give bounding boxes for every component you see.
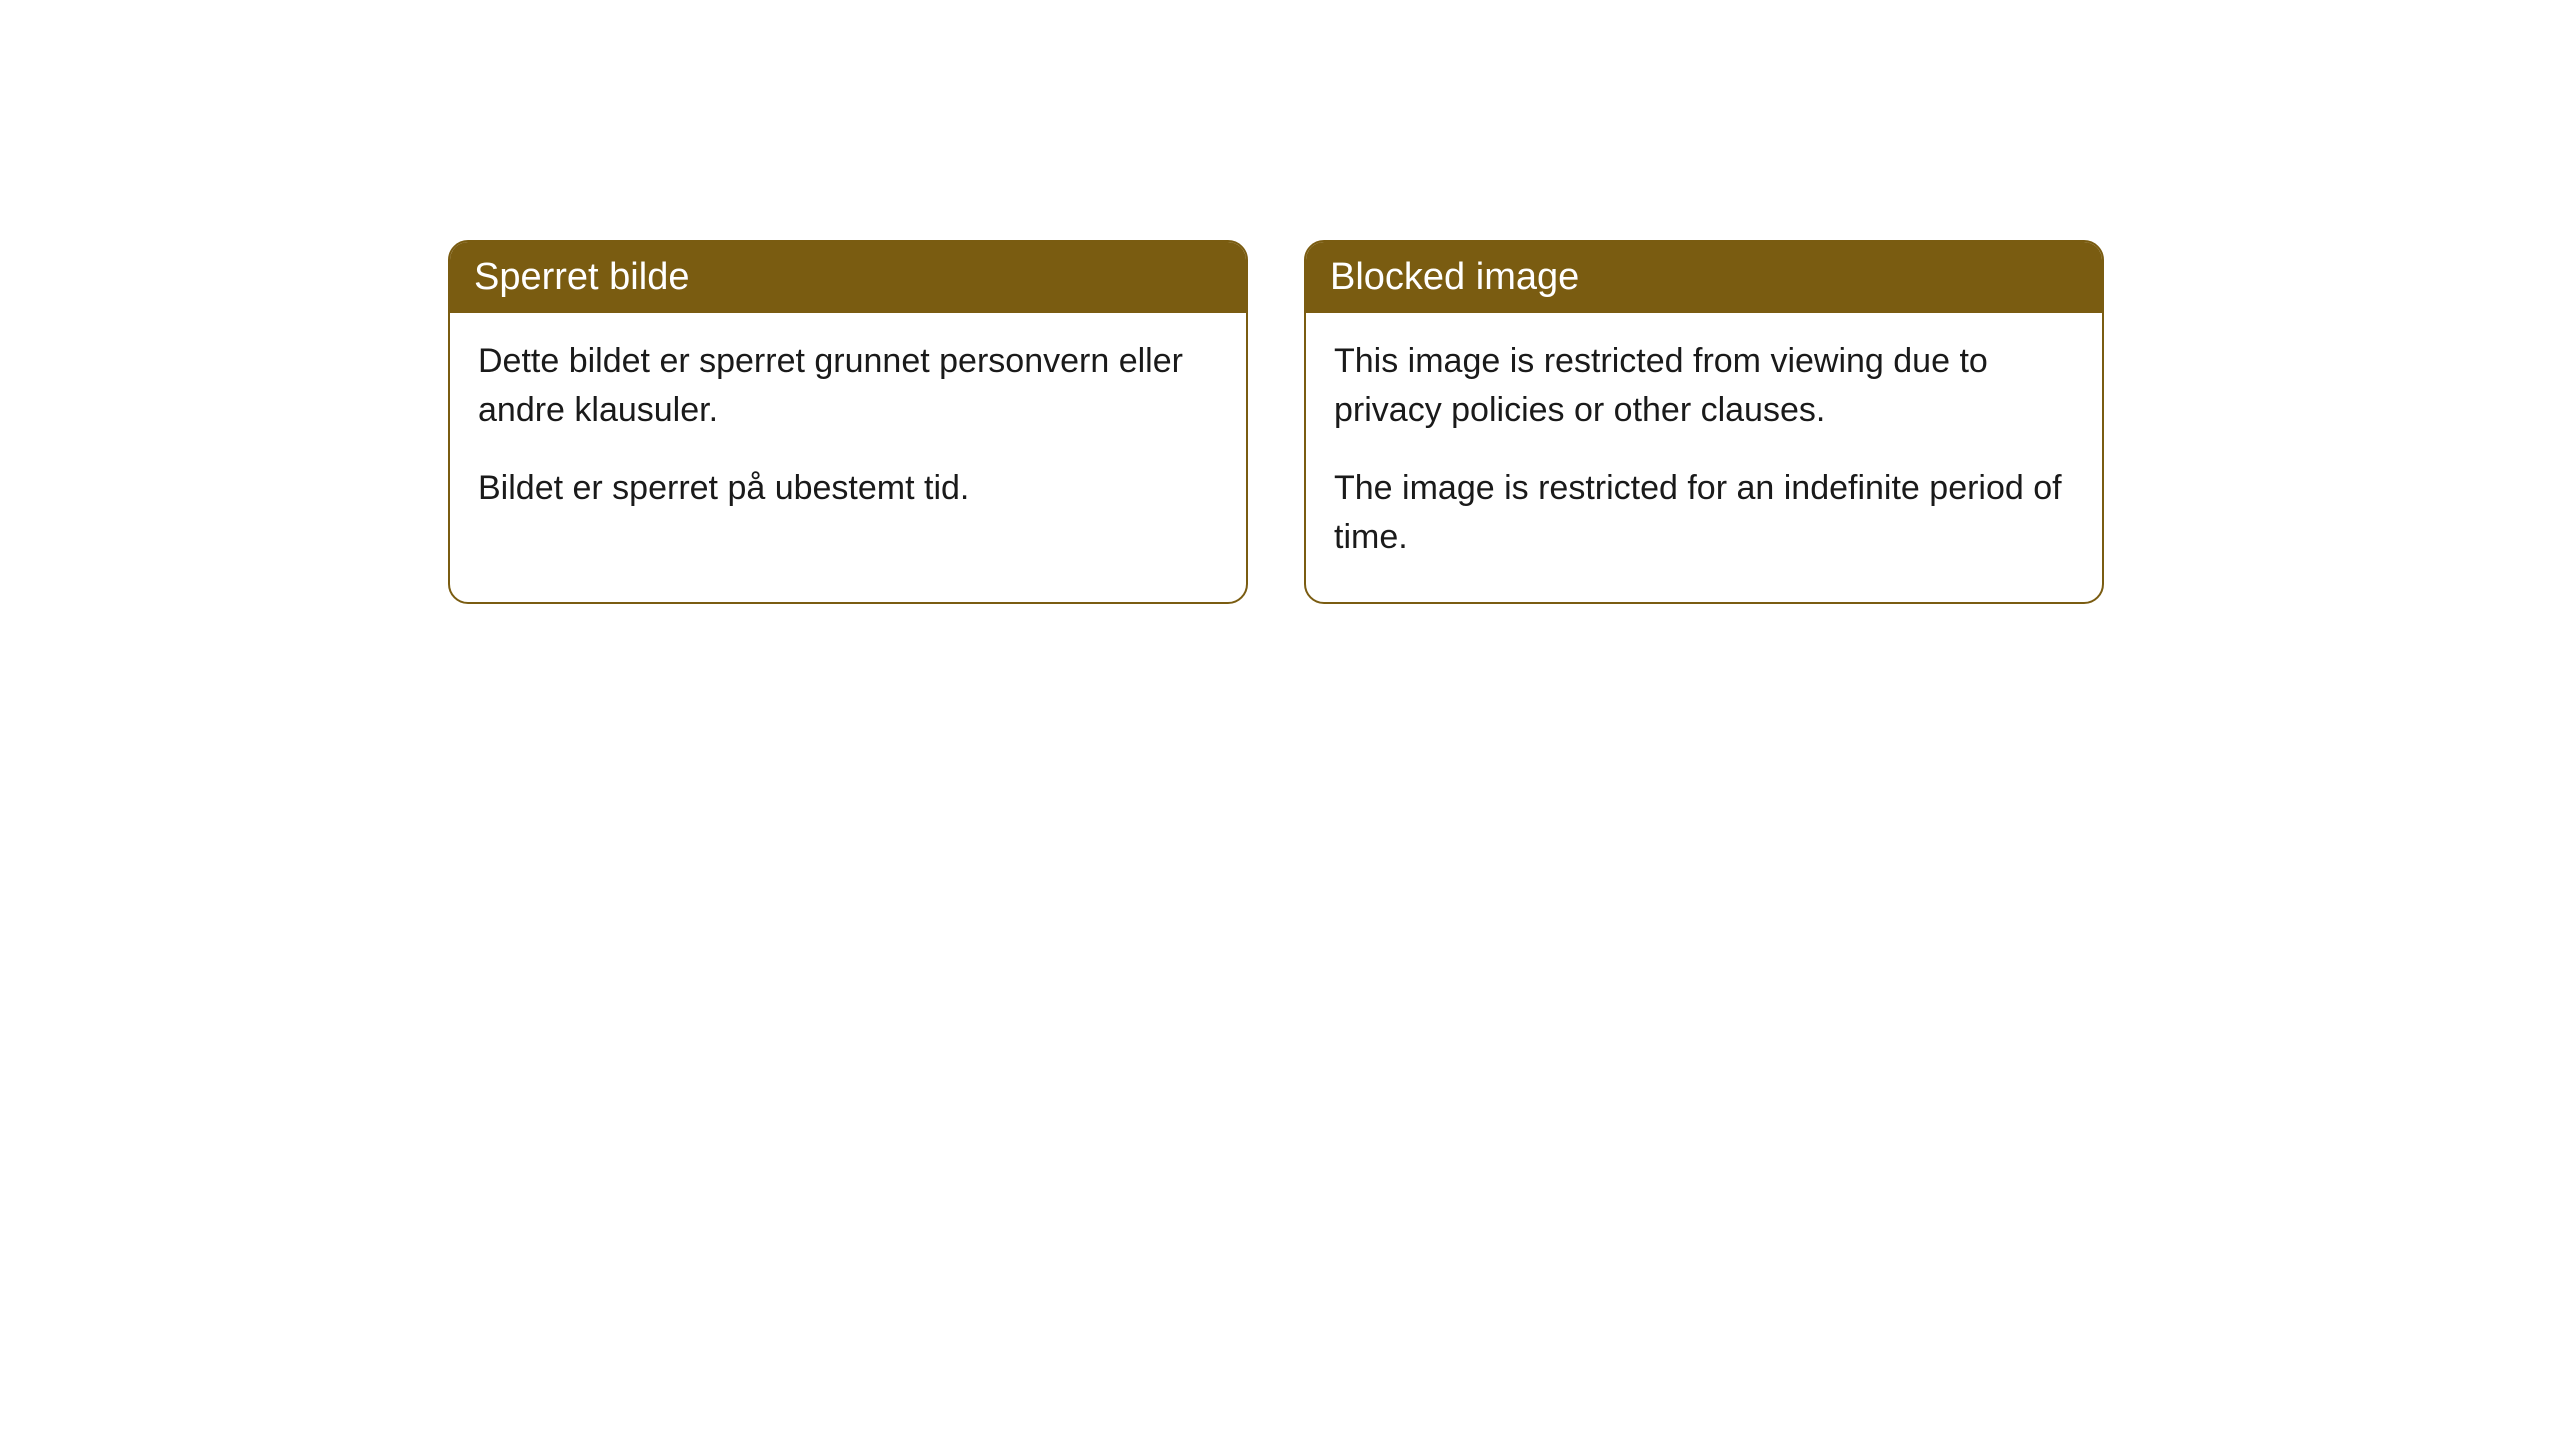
card-paragraph-2: The image is restricted for an indefinit… [1334, 464, 2074, 563]
card-title: Sperret bilde [474, 256, 689, 298]
blocked-image-card-english: Blocked image This image is restricted f… [1304, 240, 2104, 604]
card-body: This image is restricted from viewing du… [1306, 313, 2102, 602]
notice-container: Sperret bilde Dette bildet er sperret gr… [0, 0, 2560, 604]
blocked-image-card-norwegian: Sperret bilde Dette bildet er sperret gr… [448, 240, 1248, 604]
card-paragraph-1: This image is restricted from viewing du… [1334, 337, 2074, 436]
card-paragraph-2: Bildet er sperret på ubestemt tid. [478, 464, 1218, 513]
card-header: Sperret bilde [450, 242, 1246, 313]
card-header: Blocked image [1306, 242, 2102, 313]
card-paragraph-1: Dette bildet er sperret grunnet personve… [478, 337, 1218, 436]
card-title: Blocked image [1330, 256, 1579, 298]
card-body: Dette bildet er sperret grunnet personve… [450, 313, 1246, 553]
